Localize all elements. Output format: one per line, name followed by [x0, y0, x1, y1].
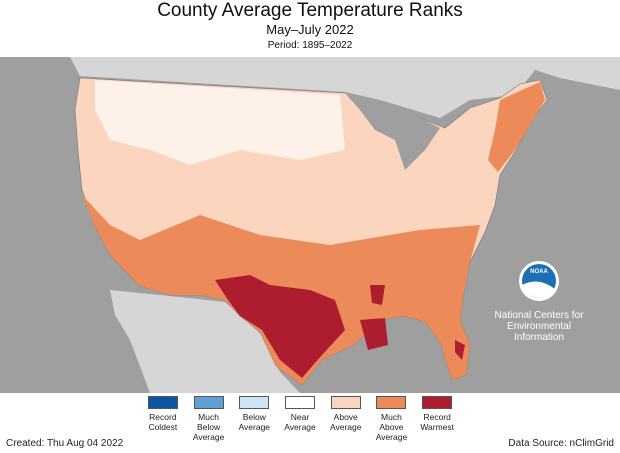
legend-label: Near Average	[284, 412, 316, 432]
legend-swatch	[422, 396, 453, 409]
great-lakes	[345, 93, 440, 170]
logo-line: Environmental	[507, 321, 571, 332]
period: Period: 1895–2022	[267, 40, 353, 51]
north-near-average	[95, 80, 345, 165]
legend-label: Record Coldest	[148, 412, 178, 432]
legend-item: Much Above Average	[369, 396, 415, 442]
legend-swatch	[376, 396, 407, 409]
legend: Record Coldest Much Below Average Below Av…	[140, 396, 460, 442]
noaa-badge: NOAA	[530, 269, 548, 275]
legend-label: Much Below Average	[192, 412, 225, 442]
northeast-much-above	[488, 82, 545, 172]
legend-label: Below Average	[238, 412, 271, 432]
legend-swatch	[285, 396, 316, 409]
legend-label: Record Warmest	[420, 412, 455, 432]
legend-item: Below Average	[231, 396, 277, 442]
legend-item: Near Average	[277, 396, 323, 442]
legend-item: Record Warmest	[414, 396, 460, 442]
noaa-bird	[522, 281, 556, 298]
created: Created: Thu Aug 04 2022	[6, 438, 124, 449]
canada	[60, 57, 620, 118]
legend-item: Much Below Average	[186, 396, 232, 442]
map: NOAA National Centers for Environmental …	[0, 57, 620, 393]
mexico	[110, 290, 300, 393]
legend-label: Above Average	[329, 412, 362, 432]
legend-swatch	[330, 396, 361, 409]
subtitle: May–July 2022	[266, 22, 354, 37]
legend-item: Above Average	[323, 396, 369, 442]
legend-swatch	[147, 396, 178, 409]
data-source: Data Source: nClimGrid	[508, 438, 614, 449]
texas-record	[215, 275, 345, 378]
record-patches	[360, 285, 465, 360]
legend-swatch	[193, 396, 224, 409]
title: County Average Temperature Ranks	[157, 0, 463, 21]
logo-line: Information	[514, 332, 564, 343]
legend-item: Record Coldest	[140, 396, 186, 442]
logo-line: National Centers for	[495, 310, 585, 321]
legend-swatch	[239, 396, 270, 409]
legend-label: Much Above Average	[375, 412, 408, 442]
